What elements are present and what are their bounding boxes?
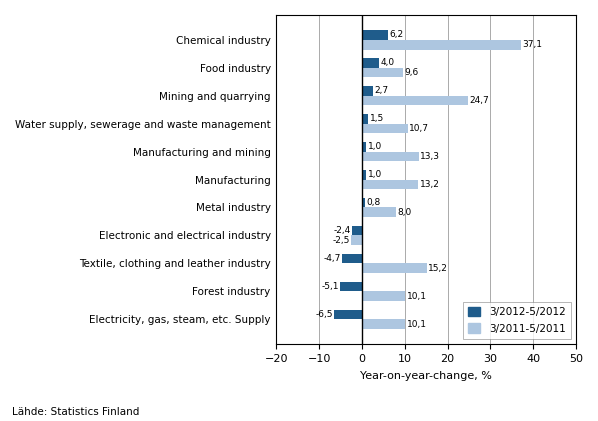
Bar [362, 40, 521, 50]
Text: 4,0: 4,0 [380, 59, 395, 67]
Text: 8,0: 8,0 [398, 208, 411, 217]
Text: 13,3: 13,3 [420, 152, 440, 161]
Text: Lähde: Statistics Finland: Lähde: Statistics Finland [12, 407, 139, 417]
Bar [362, 124, 408, 133]
Bar [362, 96, 468, 105]
Bar [362, 86, 374, 96]
Bar [362, 68, 403, 77]
Bar [362, 170, 366, 179]
X-axis label: Year-on-year-change, %: Year-on-year-change, % [360, 371, 492, 381]
Legend: 3/2012-5/2012, 3/2011-5/2011: 3/2012-5/2012, 3/2011-5/2011 [463, 302, 571, 339]
Bar [362, 320, 405, 329]
Bar [362, 208, 396, 217]
Text: -6,5: -6,5 [315, 310, 333, 319]
Bar [362, 114, 368, 124]
Text: 37,1: 37,1 [522, 40, 542, 49]
Text: 13,2: 13,2 [420, 180, 440, 189]
Text: 24,7: 24,7 [469, 96, 489, 105]
Bar [362, 264, 427, 273]
Text: 2,7: 2,7 [375, 86, 389, 95]
Text: -2,4: -2,4 [333, 226, 350, 235]
Text: 10,1: 10,1 [407, 292, 426, 301]
Bar [362, 198, 365, 208]
Bar [362, 152, 419, 161]
Bar [362, 179, 419, 189]
Text: -4,7: -4,7 [323, 254, 340, 263]
Text: 6,2: 6,2 [390, 30, 404, 39]
Bar [340, 282, 362, 291]
Bar [362, 58, 379, 68]
Text: 0,8: 0,8 [367, 198, 381, 207]
Bar [352, 226, 362, 235]
Text: -2,5: -2,5 [332, 236, 350, 245]
Text: 10,7: 10,7 [409, 124, 429, 133]
Bar [362, 291, 405, 301]
Text: 1,0: 1,0 [368, 170, 382, 179]
Text: 1,5: 1,5 [370, 114, 384, 123]
Bar [362, 30, 389, 40]
Bar [334, 309, 362, 320]
Bar [342, 253, 362, 264]
Text: -5,1: -5,1 [321, 282, 339, 291]
Bar [351, 235, 362, 245]
Text: 10,1: 10,1 [407, 320, 426, 329]
Text: 9,6: 9,6 [404, 68, 419, 77]
Text: 1,0: 1,0 [368, 142, 382, 151]
Text: 15,2: 15,2 [428, 264, 448, 273]
Bar [362, 142, 366, 152]
